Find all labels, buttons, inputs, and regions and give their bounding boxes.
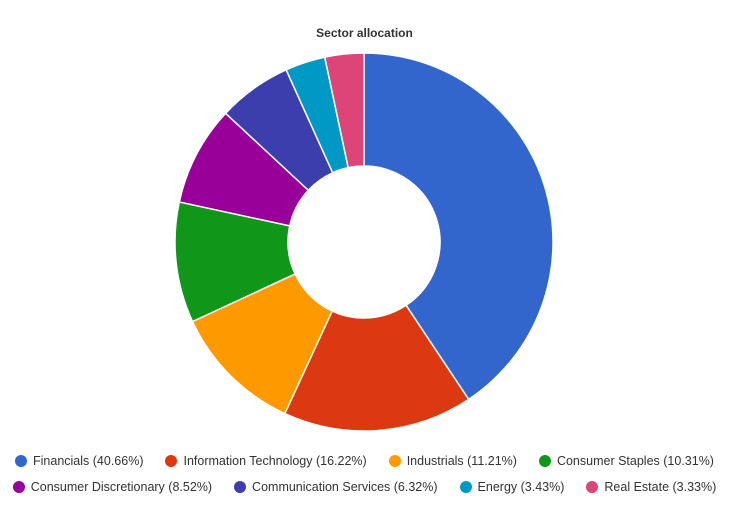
legend-row: Consumer Discretionary (8.52%) Communica… <box>0 480 729 494</box>
legend-item-real-estate[interactable]: Real Estate (3.33%) <box>586 480 716 494</box>
legend-item-financials[interactable]: Financials (40.66%) <box>15 454 143 468</box>
legend-swatch <box>388 455 401 467</box>
legend-label: Consumer Staples (10.31%) <box>556 454 714 468</box>
legend-label: Real Estate (3.33%) <box>604 480 717 494</box>
legend-swatch <box>15 455 28 467</box>
legend-item-information-technology[interactable]: Information Technology (16.22%) <box>165 454 367 468</box>
legend-item-consumer-staples[interactable]: Consumer Staples (10.31%) <box>538 454 714 468</box>
legend-swatch <box>459 481 472 493</box>
legend-swatch <box>234 481 247 493</box>
chart-title: Sector allocation <box>316 26 413 40</box>
legend-label: Industrials (11.21%) <box>406 454 517 468</box>
legend-swatch <box>538 455 551 467</box>
legend-label: Energy (3.43%) <box>477 480 565 494</box>
legend-item-communication-services[interactable]: Communication Services (6.32%) <box>234 480 438 494</box>
donut-slice-information-technology[interactable] <box>283 304 470 432</box>
legend-label: Communication Services (6.32%) <box>252 480 438 494</box>
legend-swatch <box>165 455 178 467</box>
legend-label: Consumer Discretionary (8.52%) <box>30 480 213 494</box>
legend-label: Financials (40.66%) <box>33 454 144 468</box>
donut-chart <box>174 52 554 432</box>
legend-row: Financials (40.66%) Information Technolo… <box>0 454 729 468</box>
legend-item-consumer-discretionary[interactable]: Consumer Discretionary (8.52%) <box>12 480 213 494</box>
legend-label: Information Technology (16.22%) <box>183 454 367 468</box>
legend-item-energy[interactable]: Energy (3.43%) <box>459 480 565 494</box>
legend-swatch <box>12 481 25 493</box>
legend-item-industrials[interactable]: Industrials (11.21%) <box>388 454 517 468</box>
donut-slice-real-estate[interactable] <box>323 52 365 169</box>
legend-swatch <box>586 481 599 493</box>
